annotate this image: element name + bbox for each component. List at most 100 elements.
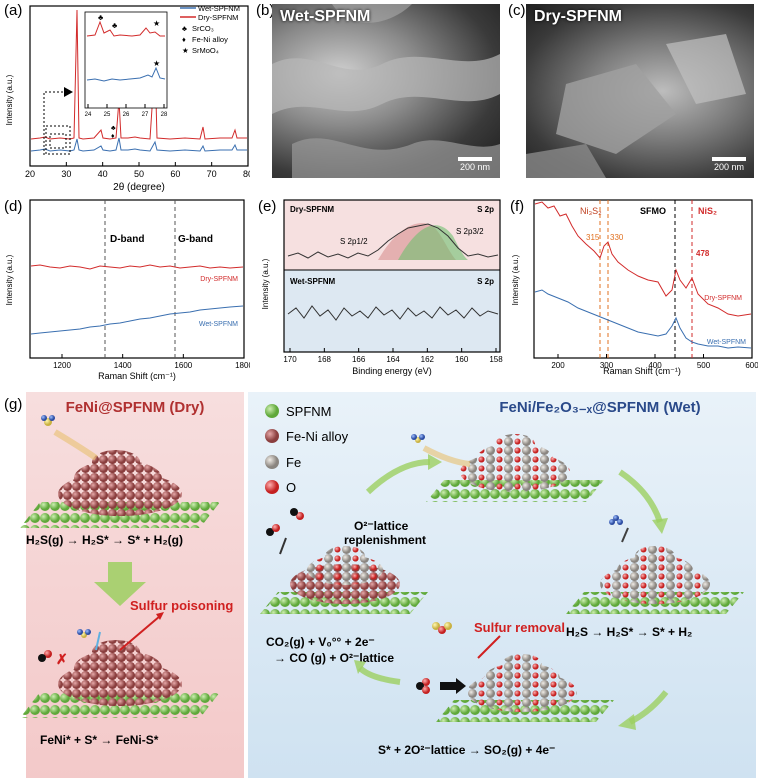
xps-wet-curve: [287, 305, 499, 321]
tick-label: 40: [98, 169, 108, 179]
sfmo-label: SFMO: [640, 206, 666, 216]
tick-label: 1600: [174, 361, 192, 370]
sem-wet-title: Wet-SPFNM: [280, 8, 371, 25]
xrd-marker-spade: ♣: [111, 125, 116, 132]
xps-xlabel: Binding energy (eV): [352, 366, 432, 376]
eq-dry-poison: FeNi* + S* → FeNi-S*: [40, 733, 159, 747]
xrd-xlabel: 2θ (degree): [113, 182, 165, 193]
mechanism-schematic: FeNi@SPFNM (Dry) FeNi/Fe₂O₃₋ₓ@SPFNM (Wet…: [20, 399, 744, 757]
svg-text:★: ★: [153, 59, 160, 68]
legend-spfnm: SPFNM: [286, 404, 332, 419]
peak-478: 478: [696, 249, 710, 258]
xrd-wet-curve: [30, 137, 247, 152]
raman-d-chart: Intensity (a.u.) D-band G-band Dry-SPFNM…: [5, 199, 250, 381]
xps-chart: Intensity (a.u.) Dry-SPFNM S 2p Wet-SPFN…: [261, 199, 503, 376]
cycle-arrow-3: [628, 690, 669, 725]
legend-srmoo4: SrMoO₄: [192, 46, 219, 55]
cycle-arrow-4: [357, 665, 401, 685]
xrd-inset: [84, 11, 168, 109]
eq-co2-line1: CO₂(g) + V₀°° + 2e⁻: [266, 635, 375, 649]
legend-feni-alloy: Fe-Ni alloy: [286, 429, 349, 444]
legend-feni: Fe-Ni alloy: [192, 35, 228, 44]
panel-d-label: (d): [4, 198, 23, 215]
panel-e-label: (e): [258, 198, 277, 215]
g-band-label: G-band: [178, 234, 213, 245]
nis2-label: NiS₂: [698, 206, 717, 216]
raman-d-wet-curve: [30, 305, 244, 335]
legend-fe: Fe: [286, 455, 301, 470]
tick-label: 20: [25, 169, 35, 179]
eq-dry-h2s: H₂S(g) → H₂S* → S* + H₂(g): [26, 533, 183, 547]
tick-label: 24: [85, 112, 92, 118]
xps-xticks: 170 168 166 164 162 160 158: [283, 348, 503, 364]
wet-cluster-bottom: [436, 654, 614, 722]
raman-f-dry-label: Dry-SPFNM: [704, 295, 742, 302]
blocked-x-icon: ✗: [56, 651, 68, 667]
tick-label: 158: [489, 355, 503, 364]
tick-label: 1400: [114, 361, 132, 370]
raman-f-xticks: 200 300 400 500 600: [551, 354, 758, 370]
sem-image-dry: Dry-SPFNM 200 nm: [526, 4, 754, 178]
tick-label: 200: [551, 361, 565, 370]
xps-top-region: S 2p: [477, 205, 494, 214]
xps-peak1-label: S 2p1/2: [340, 237, 368, 246]
raman-d-dry-curve: [30, 264, 244, 270]
scale-bar-wet: 200 nm: [458, 157, 492, 172]
panel-f-label: (f): [510, 198, 525, 215]
raman-d-ylabel: Intensity (a.u.): [5, 254, 14, 305]
xrd-chart: Intensity (a.u.) 20 30 40 50 60 70 80 2θ (degr…: [5, 4, 250, 193]
wet-cluster-left: [260, 546, 428, 614]
tick-label: 26: [123, 112, 130, 118]
cycle-arrow-2: [618, 469, 663, 524]
tick-label: 164: [386, 355, 400, 364]
inset-dry-curve: [86, 20, 165, 37]
xrd-xticks: 20 30 40 50 60 70 80: [25, 162, 250, 179]
tick-label: 600: [745, 361, 758, 370]
inset-wet-curve: [86, 66, 166, 82]
tick-label: 25: [104, 112, 111, 118]
dry-title: FeNi@SPFNM (Dry): [66, 399, 205, 416]
raman-d-dry-label: Dry-SPFNM: [200, 276, 238, 283]
xps-peak2-label: S 2p3/2: [456, 227, 484, 236]
dry-cluster-top: [20, 450, 220, 528]
legend-o: O: [286, 480, 296, 495]
panel-a-label: (a): [4, 2, 23, 19]
raman-f-wet-curve: [534, 289, 752, 349]
raman-f-wet-label: Wet-SPFNM: [707, 339, 746, 346]
raman-f-xlabel: Raman Shift (cm⁻¹): [603, 366, 681, 376]
panel-b-label: (b): [256, 2, 275, 19]
xrd-selection-box: [45, 125, 71, 155]
sulfur-removal-label: Sulfur removal: [474, 620, 565, 635]
peak-315: 315: [586, 233, 600, 242]
tick-label: 50: [134, 169, 144, 179]
sem-image-wet: Wet-SPFNM 200 nm: [272, 4, 500, 178]
svg-text:★: ★: [182, 46, 189, 55]
tick-label: 1200: [53, 361, 71, 370]
sem-dry-title: Dry-SPFNM: [534, 8, 623, 25]
wet-cluster-top: [426, 434, 604, 502]
ni3s2-label: Ni₃S₂: [580, 206, 602, 216]
wet-title: FeNi/Fe₂O₃₋ₓ@SPFNM (Wet): [499, 399, 700, 416]
tick-label: 168: [318, 355, 332, 364]
xps-top-name: Dry-SPFNM: [290, 205, 334, 214]
peak-330: 330: [610, 233, 624, 242]
xps-bot-name: Wet-SPFNM: [290, 277, 336, 286]
inset-xticks: 24 25 26 27 28: [85, 104, 168, 118]
cycle-arrow-1: [365, 459, 431, 495]
panel-g-label: (g): [4, 396, 23, 413]
wet-cluster-right: [566, 546, 744, 614]
raman-f-chart: Intensity (a.u.) Ni₃S₂ SFMO NiS₂ 315 330…: [511, 199, 758, 376]
raman-d-xticks: 1200 1400 1600 1800: [53, 354, 250, 370]
sulfur-poisoning-label: Sulfur poisoning: [130, 598, 233, 613]
legend-srco3: SrCO₃: [192, 24, 214, 33]
svg-text:★: ★: [153, 19, 160, 28]
svg-text:♣: ♣: [182, 24, 187, 33]
tick-label: 28: [161, 112, 168, 118]
tick-label: 60: [170, 169, 180, 179]
tick-label: 80: [243, 169, 250, 179]
eq-wet-so2: S* + 2O²⁻lattice → SO₂(g) + 4e⁻: [378, 743, 555, 757]
tick-label: 162: [421, 355, 435, 364]
tick-label: 1800: [235, 361, 250, 370]
svg-text:♦: ♦: [111, 133, 115, 140]
xrd-ylabel: Intensity (a.u.): [5, 74, 14, 125]
